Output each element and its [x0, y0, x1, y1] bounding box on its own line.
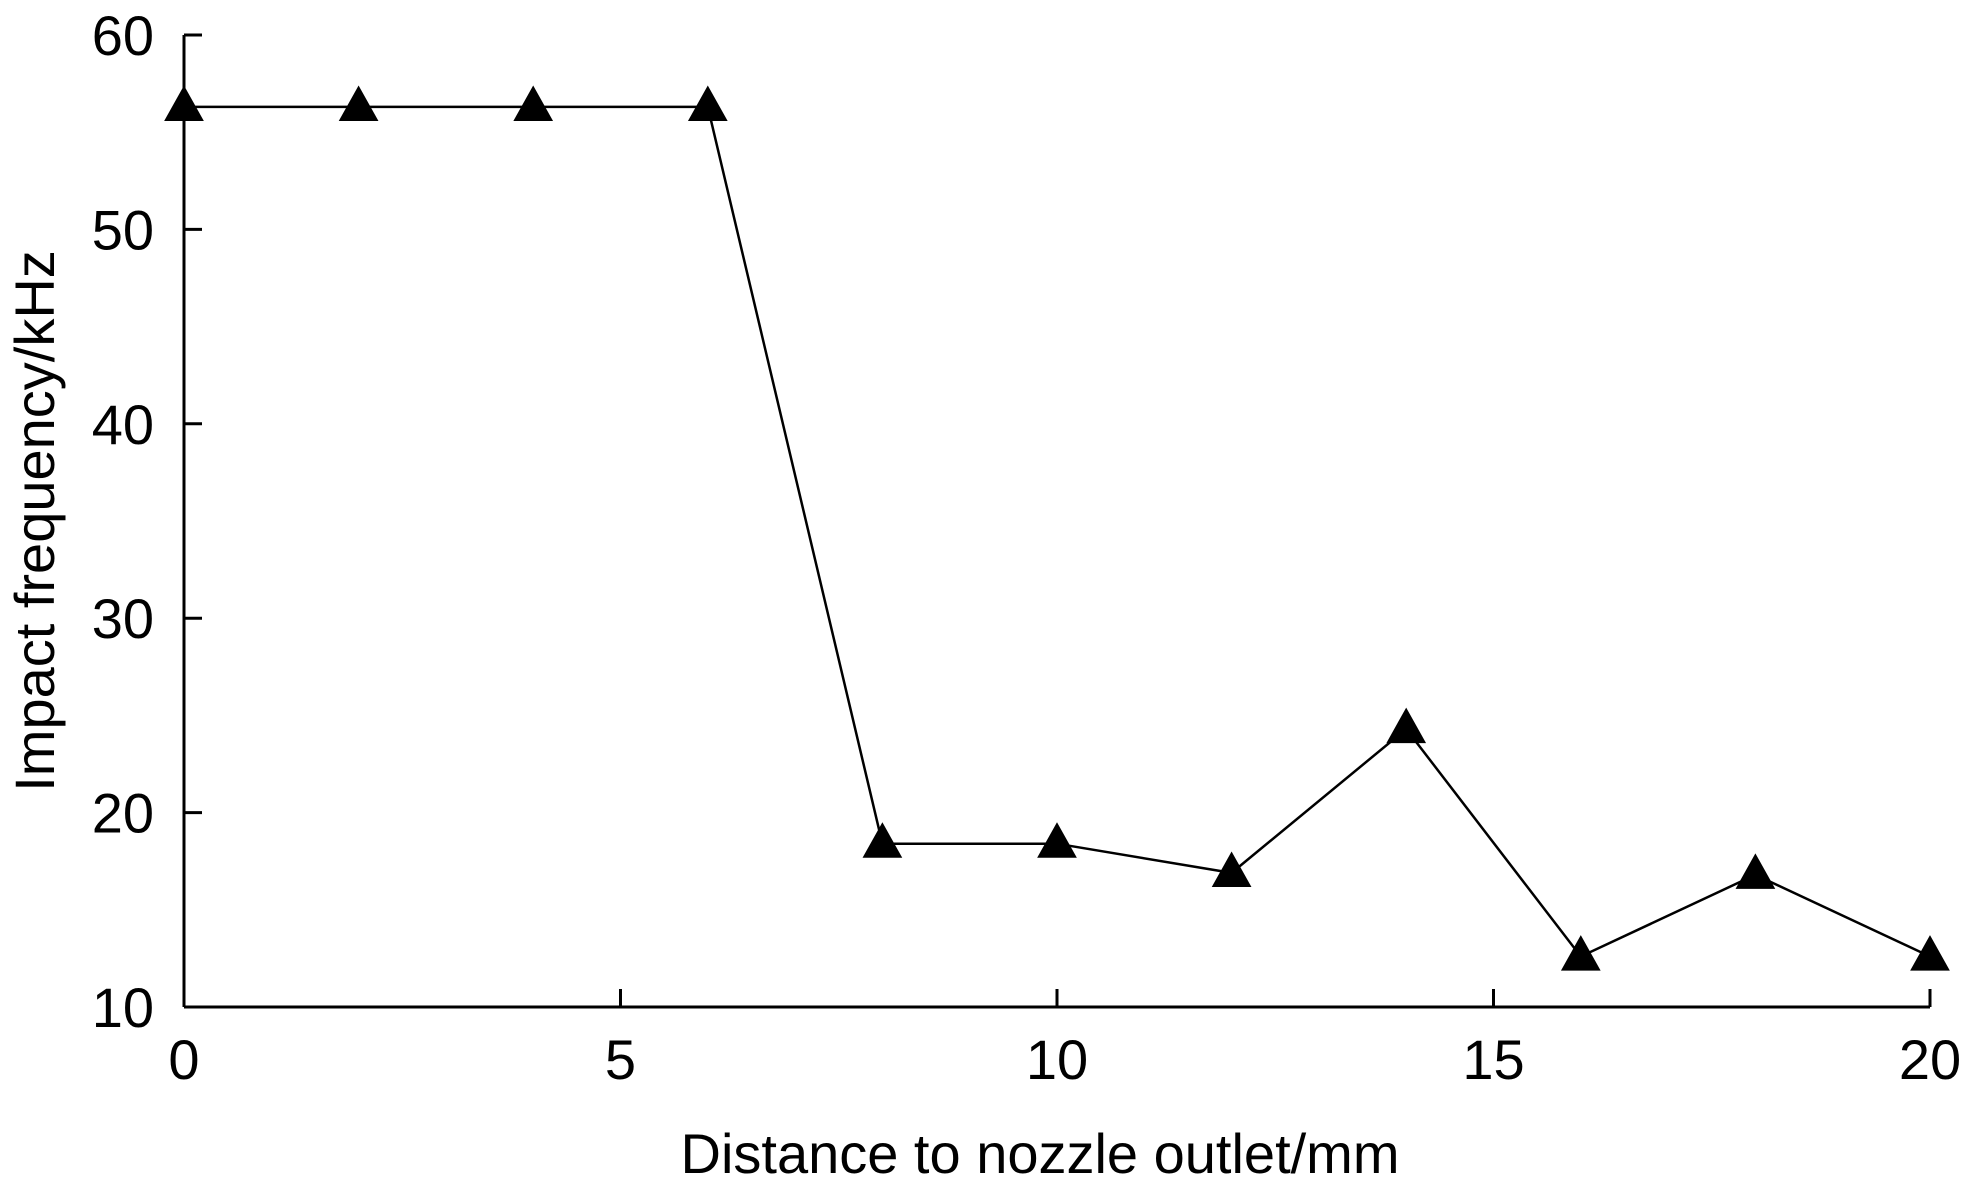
x-tick-label: 5 — [605, 1028, 636, 1091]
markers — [164, 85, 1950, 971]
data-point-marker — [1735, 853, 1776, 889]
data-point-marker — [338, 85, 379, 121]
data-point-marker — [164, 85, 204, 121]
y-tick-label: 40 — [92, 393, 154, 456]
ticks: 0 5 10 15 20 10 20 30 40 50 60 — [92, 4, 1961, 1091]
data-point-marker — [1560, 935, 1601, 971]
y-tick-label: 30 — [92, 587, 154, 650]
axes — [182, 35, 1930, 1009]
data-point-marker — [1386, 707, 1427, 744]
data-point-marker — [862, 822, 903, 858]
data-point-marker — [1037, 822, 1077, 858]
data-point-marker — [513, 85, 554, 121]
x-tick-label: 10 — [1026, 1028, 1088, 1091]
y-axis-title: Impact frequency/kHz — [3, 250, 66, 792]
x-axis-title: Distance to nozzle outlet/mm — [681, 1122, 1400, 1185]
x-tick-label: 15 — [1462, 1028, 1524, 1091]
y-tick-label: 10 — [92, 976, 154, 1039]
y-tick-label: 60 — [92, 4, 154, 67]
data-point-marker — [1910, 935, 1950, 971]
x-tick-label: 0 — [168, 1028, 199, 1091]
y-tick-label: 50 — [92, 198, 154, 261]
x-tick-label: 20 — [1899, 1028, 1961, 1091]
data-point-marker — [1211, 851, 1252, 887]
y-tick-label: 20 — [92, 782, 154, 845]
data-point-marker — [687, 85, 728, 121]
